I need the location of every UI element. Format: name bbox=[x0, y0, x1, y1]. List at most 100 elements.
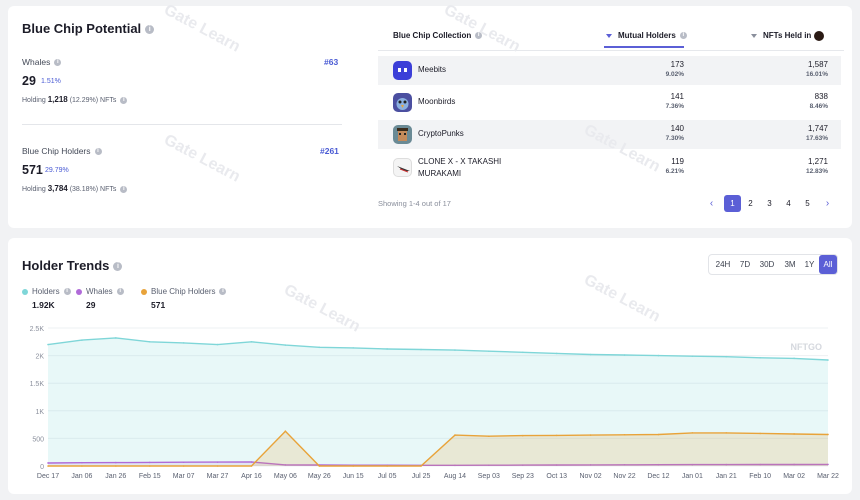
mutual-holders-pct: 9.02% bbox=[665, 71, 684, 78]
x-tick-label: Jan 01 bbox=[682, 473, 703, 480]
info-icon[interactable]: i bbox=[113, 262, 123, 272]
whales-point bbox=[623, 463, 626, 466]
nfts-held-value: 838 bbox=[814, 92, 828, 101]
holders-point bbox=[623, 354, 626, 356]
blue-chip-holders-point bbox=[318, 465, 321, 467]
nfts-held-value: 1,271 bbox=[807, 157, 828, 166]
whales-point bbox=[827, 463, 829, 466]
mutual-holders-pct: 6.21% bbox=[665, 168, 684, 175]
legend-blue-chip-label[interactable]: Blue Chip Holders i bbox=[151, 287, 227, 296]
legend-blue-chip-value: 571 bbox=[151, 300, 166, 310]
holders-point bbox=[827, 359, 829, 361]
holders-rank: #261 bbox=[320, 146, 339, 156]
page-button[interactable]: 2 bbox=[748, 199, 753, 208]
range-30d-button[interactable]: 30D bbox=[759, 260, 775, 269]
moonbirds-icon bbox=[393, 93, 412, 112]
whales-rank: #63 bbox=[324, 57, 339, 67]
table-row[interactable]: Moonbirds 141 7.36% 838 8.46% bbox=[378, 88, 841, 117]
nftgo-watermark: NFTGO bbox=[791, 342, 823, 352]
col-header-nfts-held[interactable]: NFTs Held in bbox=[751, 31, 825, 41]
holders-point bbox=[284, 344, 287, 346]
blue-chip-holders-point bbox=[148, 465, 151, 467]
whales-point bbox=[454, 464, 456, 467]
page-button[interactable]: 3 bbox=[767, 199, 772, 208]
blue-chip-holders-point bbox=[420, 465, 422, 467]
info-icon[interactable]: i bbox=[94, 148, 102, 156]
page-button[interactable]: 4 bbox=[786, 199, 791, 208]
x-tick-label: Jul 05 bbox=[378, 473, 397, 480]
holders-point bbox=[420, 348, 422, 351]
y-tick-label: 1.5K bbox=[30, 381, 45, 388]
blue-chip-holders-point bbox=[759, 432, 761, 435]
range-3m-button[interactable]: 3M bbox=[784, 260, 796, 269]
x-tick-label: Mar 22 bbox=[817, 473, 839, 480]
blue-chip-holders-point bbox=[793, 433, 795, 435]
info-icon[interactable]: i bbox=[63, 288, 71, 296]
mutual-holders-value: 140 bbox=[670, 124, 684, 133]
info-icon[interactable]: i bbox=[219, 288, 227, 296]
info-icon[interactable]: i bbox=[679, 32, 687, 40]
table-row[interactable]: CryptoPunks 140 7.30% 1,747 17.63% bbox=[378, 120, 841, 149]
x-tick-label: Mar 27 bbox=[207, 473, 229, 480]
info-icon[interactable]: i bbox=[54, 59, 62, 67]
whales-pct: 1.51% bbox=[41, 78, 61, 85]
x-tick-label: Aug 14 bbox=[444, 473, 466, 480]
whales-label: Whales i bbox=[22, 57, 62, 67]
nfts-held-value: 1,587 bbox=[807, 60, 828, 69]
blue-chip-holders-series-line bbox=[48, 430, 829, 467]
blue-chip-card bbox=[8, 6, 852, 228]
mutual-holders-value: 173 bbox=[670, 60, 684, 69]
y-tick-label: 1K bbox=[35, 409, 44, 416]
nfts-held-pct: 8.46% bbox=[809, 103, 828, 110]
blue-chip-holders-point bbox=[216, 465, 219, 467]
collection-name[interactable]: CLONE X - X TAKASHI MURAKAMI bbox=[418, 157, 502, 178]
info-icon[interactable]: i bbox=[120, 96, 128, 104]
cryptopunks-icon bbox=[393, 125, 412, 144]
mutual-holders-value: 119 bbox=[671, 157, 684, 166]
page-button[interactable]: 5 bbox=[805, 199, 810, 208]
next-page-button[interactable]: › bbox=[825, 198, 830, 209]
whales-point bbox=[759, 463, 761, 466]
holders-point bbox=[589, 353, 592, 356]
whales-series-line bbox=[47, 461, 829, 466]
meebits-icon bbox=[393, 61, 412, 80]
legend-holders-label[interactable]: Holders i bbox=[32, 287, 71, 296]
holders-point bbox=[182, 342, 185, 344]
holder-trends-title: Holder Trends i bbox=[22, 258, 123, 273]
table-row[interactable]: CLONE X - X TAKASHI MURAKAMI 119 6.21% 1,… bbox=[378, 153, 841, 182]
blue-chip-holders-point bbox=[521, 434, 524, 437]
range-1y-button[interactable]: 1Y bbox=[804, 260, 815, 269]
legend-whales-value: 29 bbox=[86, 300, 96, 310]
range-all-button[interactable]: All bbox=[819, 255, 837, 274]
page-button[interactable]: 1 bbox=[724, 195, 741, 212]
holders-point bbox=[386, 348, 388, 350]
sort-icon bbox=[751, 34, 757, 38]
collection-name[interactable]: Moonbirds bbox=[418, 97, 456, 106]
prev-page-button[interactable]: ‹ bbox=[709, 198, 714, 209]
blue-chip-title: Blue Chip Potential i bbox=[22, 21, 155, 36]
blue-chip-holders-point bbox=[352, 465, 355, 467]
range-7d-button[interactable]: 7D bbox=[739, 260, 751, 269]
table-row[interactable]: Meebits 173 9.02% 1,587 16.01% bbox=[378, 56, 841, 85]
holder-trends-card bbox=[8, 238, 852, 494]
nfts-held-value: 1,747 bbox=[807, 124, 828, 133]
showing-count: Showing 1-4 out of 17 bbox=[378, 199, 451, 208]
holders-holding: Holding 3,784 (38.18%) NFTs i bbox=[22, 184, 128, 193]
x-tick-label: Mar 07 bbox=[173, 473, 195, 480]
holders-point bbox=[352, 347, 355, 349]
collection-name[interactable]: CryptoPunks bbox=[418, 129, 464, 138]
whales-point bbox=[148, 461, 151, 464]
info-icon[interactable]: i bbox=[475, 32, 483, 40]
nfts-held-pct: 12.83% bbox=[805, 168, 828, 175]
sort-desc-icon bbox=[606, 33, 612, 38]
col-header-mutual-holders[interactable]: Mutual Holders i bbox=[606, 31, 687, 40]
info-icon[interactable]: i bbox=[116, 288, 124, 296]
range-24h-button[interactable]: 24H bbox=[715, 260, 731, 269]
collection-name[interactable]: Meebits bbox=[418, 65, 447, 74]
legend-whales-label[interactable]: Whales i bbox=[86, 287, 124, 296]
whales-holding: Holding 1,218 (12.29%) NFTs i bbox=[22, 95, 128, 104]
info-icon[interactable]: i bbox=[120, 185, 128, 193]
holders-point bbox=[454, 349, 456, 351]
x-tick-label: Mar 02 bbox=[783, 473, 805, 480]
info-icon[interactable]: i bbox=[145, 25, 155, 35]
